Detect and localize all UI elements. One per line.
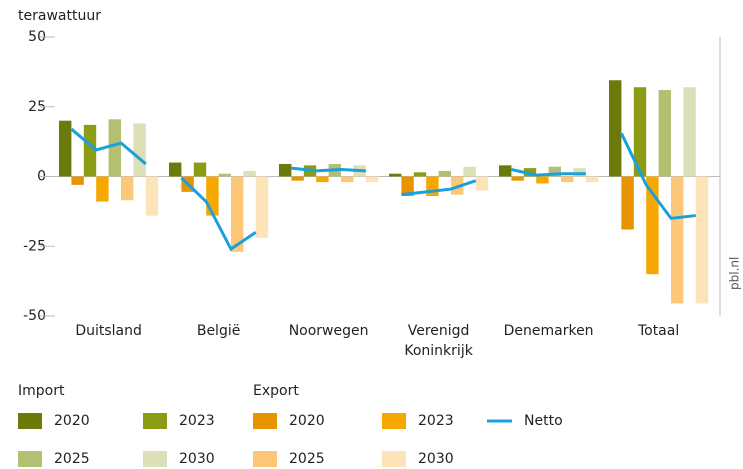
bar [561, 176, 574, 183]
netto-line [70, 127, 147, 166]
bar [671, 176, 684, 304]
source: pbl.nl [728, 257, 742, 290]
netto-line [180, 176, 257, 252]
y-tick-label: 25 [28, 99, 46, 115]
bar [683, 87, 696, 177]
legend-swatch [18, 413, 42, 429]
netto-line [291, 166, 366, 173]
x-tick-label: Verenigd Koninkrijk [404, 323, 473, 359]
legend-swatch [382, 451, 406, 467]
bar [96, 176, 109, 202]
bar [389, 173, 402, 177]
legend-swatch [253, 451, 277, 467]
legend-label: Netto [524, 413, 563, 429]
bar [83, 124, 97, 177]
bar [548, 166, 561, 177]
bar [71, 176, 84, 185]
legend-swatch [143, 451, 167, 467]
legend-label: 2030 [179, 451, 215, 467]
bar [511, 176, 524, 181]
legend-label: 2023 [179, 413, 215, 429]
legend-group-title: Import [18, 383, 65, 399]
legend-swatch [253, 413, 277, 429]
bar [536, 176, 549, 184]
y-tick-label: -25 [23, 238, 46, 254]
bar [193, 162, 207, 177]
legend-label: 2020 [54, 413, 90, 429]
bar [169, 162, 182, 177]
bar [59, 120, 72, 177]
x-tick-label: Totaal [637, 323, 679, 339]
bar [133, 123, 146, 177]
y-tick-label: -50 [23, 308, 46, 324]
bar [218, 173, 231, 177]
bar [121, 176, 134, 201]
label-line: Koninkrijk [404, 343, 473, 359]
legend-label: 2020 [289, 413, 325, 429]
bar [633, 87, 647, 177]
x-tick-label: Denemarken [504, 323, 594, 339]
bar [463, 166, 476, 177]
bar [695, 176, 709, 304]
netto-line [511, 168, 586, 177]
bar [243, 170, 256, 177]
y-tick-label: 50 [28, 29, 46, 45]
bar [279, 163, 292, 177]
bar [255, 176, 269, 238]
legend-label: 2023 [418, 413, 454, 429]
y-axis-label: terawattuur [18, 8, 101, 24]
legend-swatch [143, 413, 167, 429]
bar [475, 176, 489, 191]
bar [231, 176, 244, 252]
legend-label: 2025 [289, 451, 325, 467]
netto-line [401, 179, 477, 197]
bar [438, 170, 451, 177]
x-tick-label: Noorwegen [289, 323, 369, 339]
label-line: Verenigd [408, 323, 470, 339]
bar [341, 176, 354, 183]
bar [365, 176, 379, 183]
bar [413, 172, 427, 177]
bar [658, 90, 671, 177]
legend-swatch [382, 413, 406, 429]
bar [108, 119, 121, 177]
x-tick-label: België [197, 323, 241, 339]
x-tick-label: Duitsland [75, 323, 142, 339]
bar [499, 165, 512, 177]
legend-label: 2030 [418, 451, 454, 467]
legend-group-title: Export [253, 383, 299, 399]
netto-line [620, 132, 696, 220]
legend-label: 2025 [54, 451, 90, 467]
bar [401, 176, 414, 197]
bar [585, 176, 599, 183]
bar [316, 176, 329, 183]
bar [646, 176, 659, 275]
bar [291, 176, 304, 181]
legend-swatch [18, 451, 42, 467]
bar [621, 176, 634, 230]
bar [145, 176, 159, 216]
bar [609, 80, 622, 177]
bar [206, 176, 219, 216]
